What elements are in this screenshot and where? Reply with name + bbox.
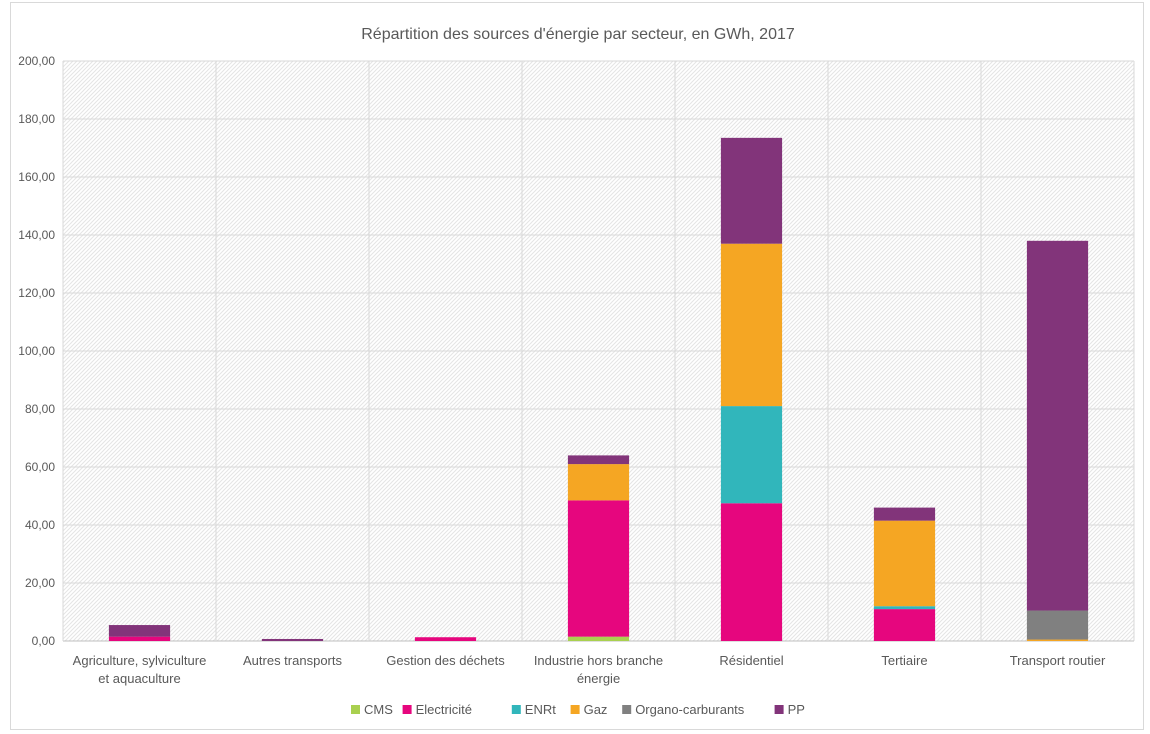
stacked-bar-chart: Répartition des sources d'énergie par se… xyxy=(18,26,1135,717)
bar-segment xyxy=(567,636,630,641)
bars xyxy=(108,137,1089,641)
x-tick-label: Gestion des déchets xyxy=(386,653,505,668)
x-tick-label: Agriculture, sylviculture xyxy=(73,653,207,668)
bar-segment xyxy=(873,520,936,607)
x-tick-label: énergie xyxy=(577,671,620,686)
bar-segment xyxy=(414,637,477,641)
bar-segment xyxy=(1026,610,1089,640)
legend-label: Gaz xyxy=(584,702,608,717)
legend-label: CMS xyxy=(364,702,393,717)
chart-frame: Répartition des sources d'énergie par se… xyxy=(10,2,1144,730)
legend-label: Electricité xyxy=(416,702,472,717)
x-axis: Agriculture, sylviculture et aquaculture A… xyxy=(73,653,1106,686)
legend-swatch xyxy=(511,705,521,714)
legend-swatch xyxy=(351,705,360,714)
x-tick-label: Résidentiel xyxy=(719,653,783,668)
bar-segment xyxy=(567,455,630,465)
y-tick-label: 140,00 xyxy=(18,228,55,242)
x-tick-label: Industrie hors branche xyxy=(534,653,663,668)
legend: CMS Electricité ENRt Gaz Organo-carburants PP xyxy=(351,702,805,717)
gridlines xyxy=(62,60,1135,642)
legend-swatch xyxy=(570,705,580,714)
y-axis: 0,00 20,00 40,00 60,00 80,00 100,00 120,00 140,… xyxy=(18,54,55,648)
y-tick-label: 0,00 xyxy=(32,634,56,648)
chart-title: Répartition des sources d'énergie par se… xyxy=(361,26,795,43)
bar-segment xyxy=(873,606,936,610)
legend-swatch xyxy=(622,705,632,714)
bar-segment xyxy=(108,625,171,637)
bar-segment xyxy=(567,500,630,637)
y-tick-label: 120,00 xyxy=(18,286,55,300)
bar-segment xyxy=(873,609,936,641)
x-tick-label: et aquaculture xyxy=(98,671,180,686)
y-tick-label: 80,00 xyxy=(25,402,55,416)
bar-segment xyxy=(567,464,630,501)
bar-segment xyxy=(720,243,783,407)
y-tick-label: 180,00 xyxy=(18,112,55,126)
x-tick-label: Tertiaire xyxy=(881,653,927,668)
legend-label: Organo-carburants xyxy=(635,702,745,717)
legend-swatch xyxy=(402,705,412,714)
legend-swatch xyxy=(774,705,784,714)
y-tick-label: 100,00 xyxy=(18,344,55,358)
x-tick-label: Transport routier xyxy=(1010,653,1106,668)
bar-segment xyxy=(720,406,783,504)
y-tick-label: 160,00 xyxy=(18,170,55,184)
y-tick-label: 40,00 xyxy=(25,518,55,532)
bar-segment xyxy=(261,638,324,641)
bar-segment xyxy=(108,636,171,641)
legend-label: ENRt xyxy=(525,702,556,717)
y-tick-label: 20,00 xyxy=(25,576,55,590)
bar-segment xyxy=(720,137,783,244)
y-tick-label: 200,00 xyxy=(18,54,55,68)
bar-segment xyxy=(1026,639,1089,641)
bar-segment xyxy=(873,507,936,521)
legend-label: PP xyxy=(788,702,805,717)
bar-segment xyxy=(1026,240,1089,611)
bar-segment xyxy=(720,503,783,641)
y-tick-label: 60,00 xyxy=(25,460,55,474)
x-tick-label: Autres transports xyxy=(243,653,342,668)
